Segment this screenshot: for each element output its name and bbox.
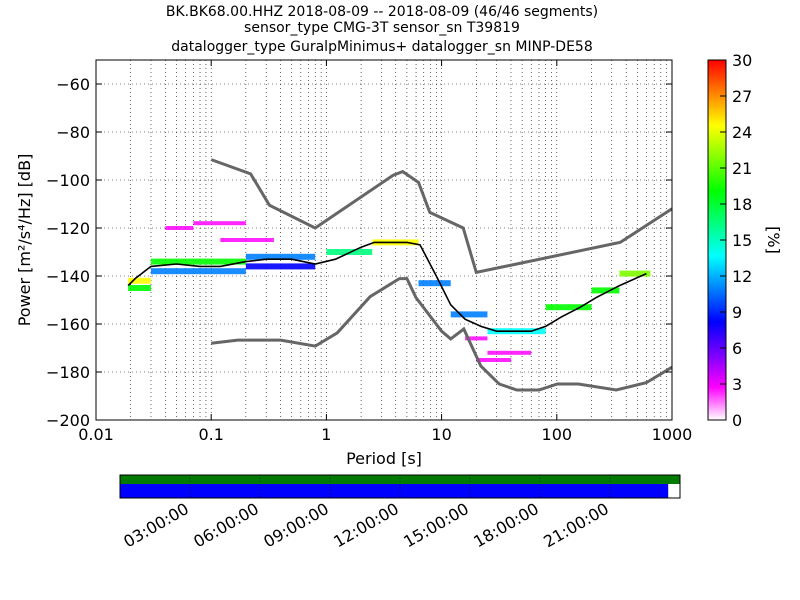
timeline-coverage-bar (120, 484, 669, 498)
chart-title: BK.BK68.00.HHZ 2018-08-09 -- 2018-08-09 … (166, 4, 598, 55)
y-tick-label: −180 (46, 363, 90, 382)
x-axis-label: Period [s] (346, 449, 422, 468)
noise-models (210, 158, 673, 392)
y-axis-ticks: −200 −180 −160 −140 −120 −100 −80 −60 (46, 75, 672, 430)
x-tick-label: 1000 (652, 425, 693, 444)
colorbar-tick-label: 24 (732, 123, 752, 142)
pdf-cell (245, 253, 316, 260)
y-tick-label: −140 (46, 267, 90, 286)
pdf-cell (476, 358, 511, 362)
high-noise-model-line (210, 158, 673, 275)
colorbar-tick-label: 18 (732, 195, 752, 214)
x-tick-label: 100 (542, 425, 573, 444)
low-noise-model-line (211, 277, 673, 392)
timeline-bar: 03:00:0006:00:0009:00:0012:00:0015:00:00… (119, 474, 681, 551)
plot-frame (95, 59, 673, 421)
colorbar: 0 3 6 9 12 15 18 21 24 27 30 [%] (707, 51, 783, 430)
title-line-2: sensor_type CMG-3T sensor_sn T39819 (244, 20, 520, 36)
pdf-cell (619, 270, 651, 277)
colorbar-tick-label: 27 (732, 87, 752, 106)
timeline-top-bar (120, 475, 680, 484)
timeline-tick-label: 12:00:00 (330, 499, 402, 551)
y-tick-label: −120 (46, 219, 90, 238)
plot-area: 0.01 0.1 1 10 100 1000 −200 −180 −160 −140 −120 −1… (46, 59, 692, 444)
y-tick-label: −100 (46, 171, 90, 190)
pdf-cell (591, 287, 620, 294)
timeline-tick-label: 03:00:00 (120, 499, 192, 551)
pdf-cell (465, 336, 488, 341)
pdf-cell (487, 350, 532, 355)
x-tick-label: 0.01 (78, 425, 114, 444)
colorbar-ticks: 0 3 6 9 12 15 18 21 24 27 30 (720, 51, 752, 430)
pdf-cell (165, 226, 194, 230)
pdf-cell (193, 221, 246, 226)
colorbar-tick-label: 30 (732, 51, 752, 70)
y-tick-label: −160 (46, 315, 90, 334)
pdf-cell (150, 268, 246, 275)
pdf-cell (450, 311, 488, 318)
y-tick-label: −60 (56, 75, 90, 94)
timeline-tick-label: 15:00:00 (400, 499, 472, 551)
colorbar-tick-label: 3 (732, 375, 742, 394)
y-tick-label: −200 (46, 411, 90, 430)
colorbar-tick-label: 0 (732, 411, 742, 430)
pdf-cell (150, 258, 246, 265)
timeline-tick-label: 18:00:00 (470, 499, 542, 551)
x-axis-ticks: 0.01 0.1 1 10 100 1000 (78, 60, 692, 444)
timeline-tick-label: 09:00:00 (260, 499, 332, 551)
grid (95, 60, 672, 421)
timeline-tick-label: 21:00:00 (540, 499, 612, 551)
pdf-cell (545, 304, 592, 311)
colorbar-tick-label: 21 (732, 159, 752, 178)
colorbar-tick-label: 6 (732, 339, 742, 358)
pdf-cell (418, 280, 451, 287)
title-line-1: BK.BK68.00.HHZ 2018-08-09 -- 2018-08-09 … (166, 4, 598, 20)
x-tick-label: 10 (431, 425, 451, 444)
pdf-cell (128, 277, 151, 284)
colorbar-label: [%] (764, 226, 783, 254)
colorbar-tick-label: 15 (732, 231, 752, 250)
pdf-cell (245, 263, 316, 270)
mode-line (127, 241, 647, 333)
y-axis-label: Power [m²/s⁴/Hz] [dB] (15, 154, 34, 327)
x-tick-label: 0.1 (198, 425, 223, 444)
timeline-tick-label: 06:00:00 (190, 499, 262, 551)
colorbar-tick-label: 9 (732, 303, 742, 322)
mode-line-path (127, 241, 647, 333)
colorbar-tick-label: 12 (732, 267, 752, 286)
x-tick-label: 1 (321, 425, 331, 444)
pdf-cell (220, 238, 274, 242)
y-tick-label: −80 (56, 123, 90, 142)
pdf-cell (128, 285, 151, 291)
title-line-3: datalogger_type GuralpMinimus+ datalogge… (171, 39, 592, 55)
